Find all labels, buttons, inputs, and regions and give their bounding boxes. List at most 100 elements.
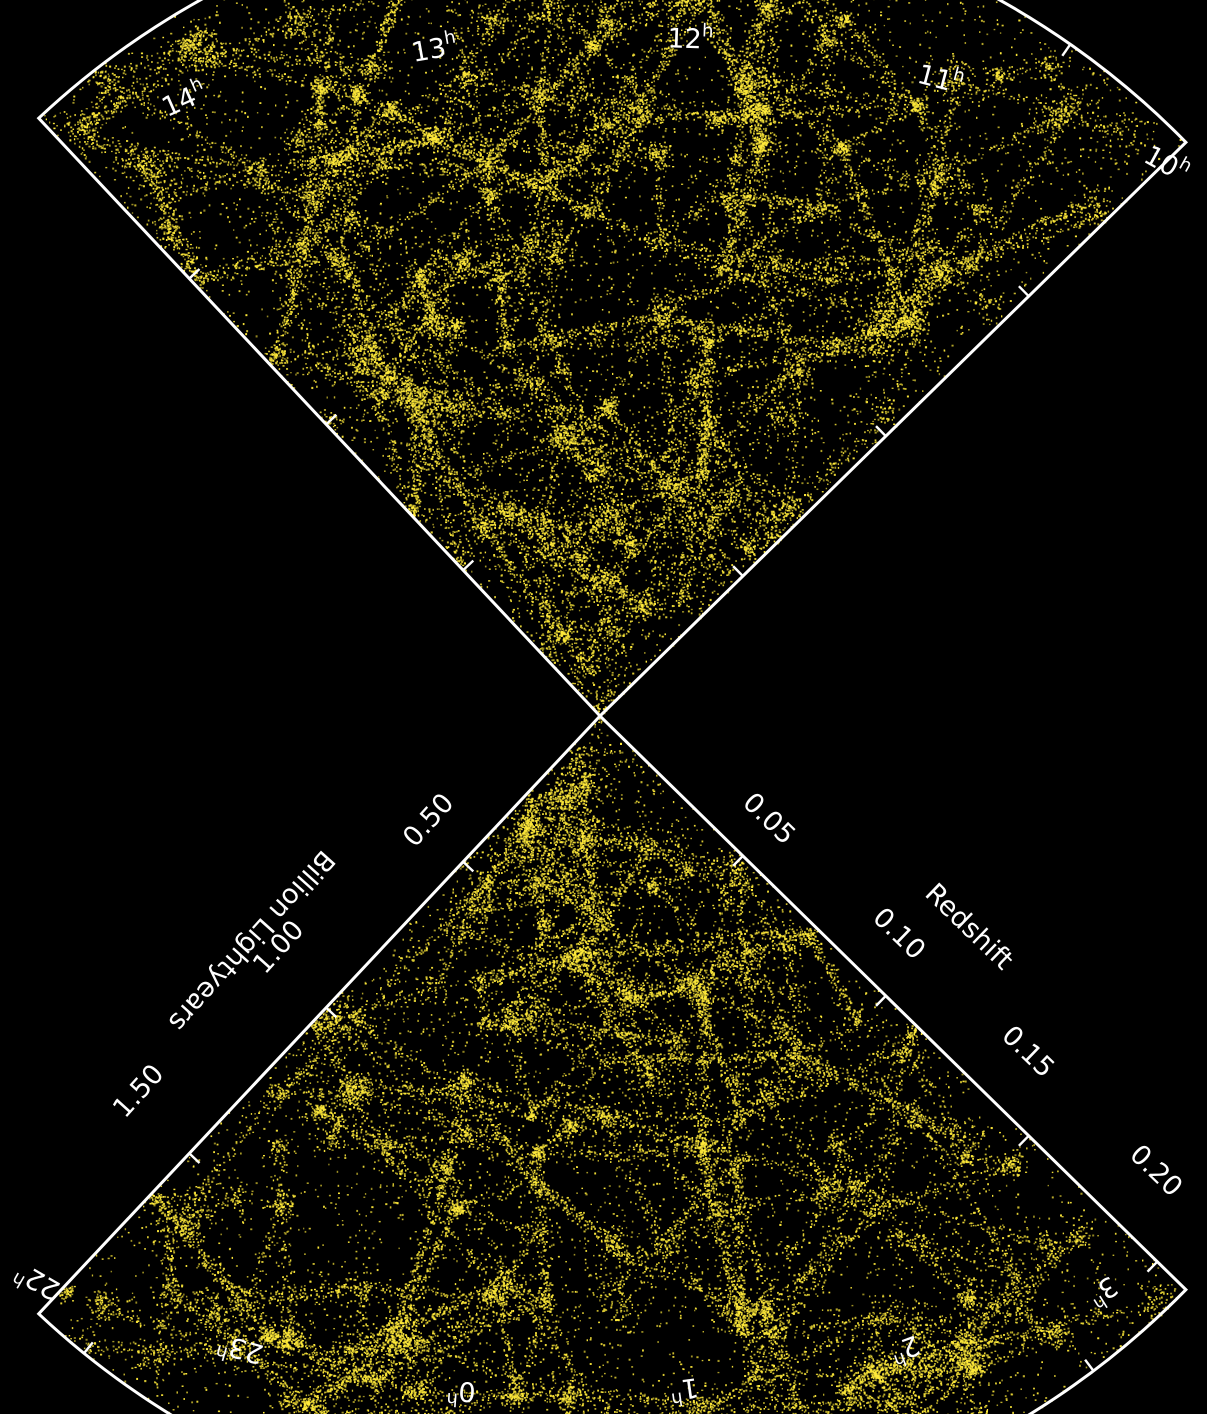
- galaxy-point: [720, 340, 721, 342]
- galaxy-point: [210, 54, 212, 55]
- galaxy-point: [765, 128, 767, 130]
- galaxy-point: [840, 296, 842, 298]
- galaxy-point: [551, 330, 553, 332]
- galaxy-point: [541, 508, 543, 510]
- galaxy-point: [718, 123, 720, 125]
- galaxy-point: [882, 409, 884, 411]
- galaxy-point: [407, 274, 409, 276]
- galaxy-point: [775, 139, 776, 141]
- galaxy-point: [714, 352, 715, 354]
- galaxy-point: [164, 247, 166, 249]
- galaxy-point: [832, 278, 833, 280]
- galaxy-point: [168, 244, 170, 246]
- galaxy-point: [604, 472, 606, 474]
- galaxy-point: [539, 83, 541, 85]
- galaxy-point: [124, 70, 126, 72]
- galaxy-point: [325, 37, 327, 38]
- galaxy-point: [117, 81, 119, 83]
- galaxy-point: [704, 337, 706, 338]
- galaxy-point: [837, 281, 839, 282]
- galaxy-point: [139, 184, 141, 185]
- galaxy-point: [733, 192, 735, 194]
- galaxy-point: [157, 237, 159, 239]
- galaxy-point: [984, 298, 985, 300]
- galaxy-point: [217, 55, 219, 57]
- galaxy-point: [439, 332, 440, 334]
- galaxy-point: [328, 17, 330, 18]
- galaxy-point: [557, 2, 559, 4]
- galaxy-point: [928, 322, 930, 324]
- galaxy-point: [555, 247, 556, 248]
- galaxy-point: [468, 230, 470, 232]
- galaxy-point: [828, 307, 830, 309]
- galaxy-point: [982, 308, 983, 310]
- galaxy-point: [722, 122, 723, 124]
- galaxy-point: [932, 255, 933, 256]
- galaxy-point: [569, 255, 571, 257]
- galaxy-point: [95, 74, 97, 76]
- galaxy-point: [846, 283, 848, 285]
- galaxy-point: [293, 151, 295, 152]
- galaxy-point: [551, 344, 552, 346]
- galaxy-point: [530, 398, 532, 400]
- galaxy-point: [202, 31, 204, 33]
- galaxy-point: [660, 145, 662, 146]
- galaxy-point: [749, 144, 751, 146]
- galaxy-point: [564, 249, 566, 251]
- galaxy-point: [823, 261, 824, 263]
- galaxy-point: [369, 353, 370, 355]
- galaxy-point: [325, 49, 327, 50]
- galaxy-point: [195, 57, 197, 59]
- galaxy-point: [526, 103, 528, 105]
- galaxy-point: [531, 393, 533, 395]
- galaxy-point: [558, 264, 560, 265]
- galaxy-point: [552, 506, 554, 507]
- galaxy-point: [445, 318, 447, 319]
- galaxy-point: [205, 265, 207, 267]
- galaxy-point: [544, 241, 546, 243]
- galaxy-point: [161, 228, 163, 230]
- galaxy-point: [930, 245, 931, 247]
- galaxy-point: [540, 525, 542, 527]
- galaxy-point: [711, 122, 713, 124]
- galaxy-point: [108, 74, 109, 75]
- galaxy-point: [481, 244, 482, 246]
- galaxy-point: [130, 63, 132, 65]
- galaxy-point: [830, 267, 832, 269]
- galaxy-point: [317, 133, 319, 135]
- galaxy-point: [407, 276, 409, 278]
- galaxy-point: [211, 34, 213, 36]
- galaxy-point: [938, 243, 940, 244]
- galaxy-point: [152, 176, 154, 178]
- galaxy-point: [363, 368, 365, 370]
- galaxy-point: [159, 227, 161, 228]
- galaxy-point: [550, 259, 552, 260]
- galaxy-point: [768, 149, 770, 151]
- galaxy-point: [108, 75, 109, 77]
- galaxy-point: [553, 110, 555, 112]
- galaxy-point: [311, 140, 313, 142]
- galaxy-point: [465, 534, 466, 536]
- galaxy-point: [195, 60, 197, 62]
- galaxy-point: [483, 529, 485, 531]
- galaxy-point: [126, 176, 127, 178]
- galaxy-point: [422, 276, 424, 278]
- galaxy-point: [473, 529, 475, 530]
- galaxy-point: [970, 300, 971, 302]
- galaxy-point: [711, 332, 713, 334]
- galaxy-point: [877, 406, 879, 407]
- galaxy-point: [827, 284, 829, 285]
- galaxy-point: [883, 402, 885, 404]
- galaxy-point: [921, 243, 923, 244]
- galaxy-point: [293, 127, 294, 128]
- galaxy-point: [180, 235, 181, 237]
- galaxy-point: [195, 69, 197, 71]
- galaxy-point: [414, 270, 416, 272]
- galaxy-point: [209, 296, 211, 297]
- galaxy-point: [710, 127, 711, 129]
- galaxy-point: [717, 347, 719, 349]
- galaxy-point: [106, 65, 108, 67]
- galaxy-point: [716, 123, 718, 125]
- galaxy-point: [841, 248, 843, 250]
- galaxy-point: [860, 411, 862, 413]
